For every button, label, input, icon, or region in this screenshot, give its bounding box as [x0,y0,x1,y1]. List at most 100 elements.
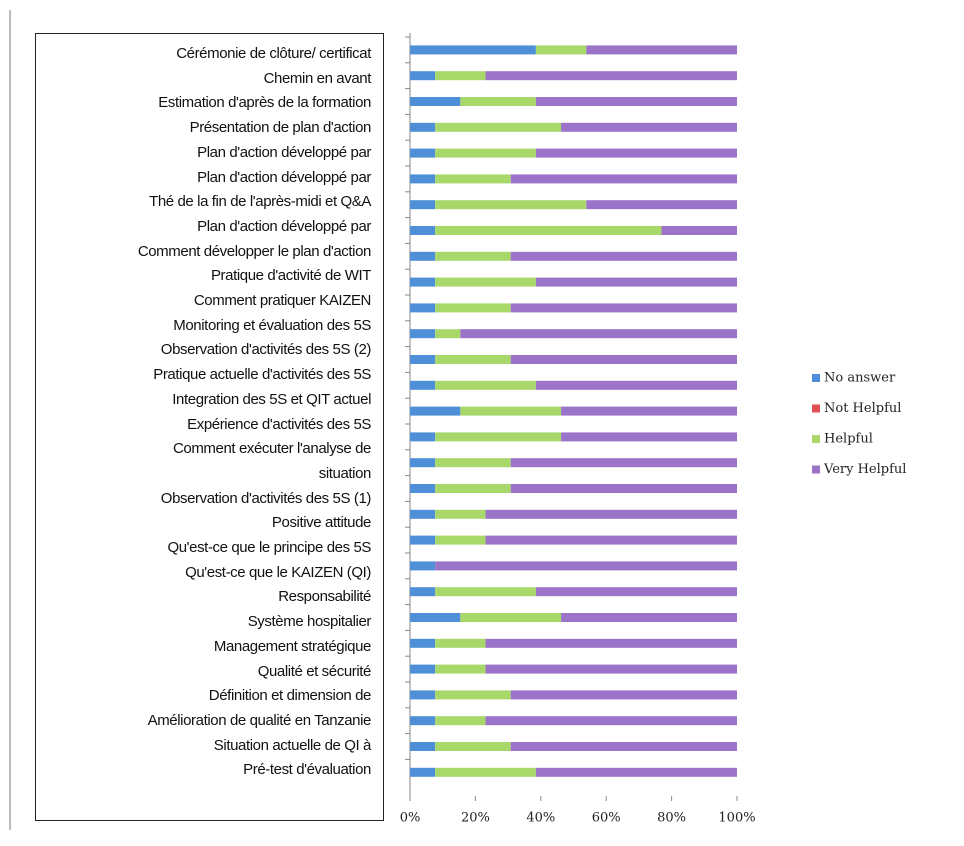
category-label: Management stratégique [213,637,372,655]
bar-segment [586,200,737,210]
category-label: Cérémonie de clôture/ certificat [176,45,371,62]
bar-segment [435,122,562,132]
bar-segment [410,742,436,751]
bar-segment [410,355,436,364]
category-label: Pratique actuelle d'activités des 5S [153,366,371,384]
bar-segment [435,509,486,519]
bar-segment [410,71,436,81]
x-tick-label: 40% [526,811,555,826]
category-label: Comment développer le plan d'action [137,242,372,260]
bar-segment [435,767,536,777]
bar-segment [510,458,737,468]
category-label: Présentation de plan d'action [189,119,372,137]
category-label: Comment pratiquer KAIZEN [193,292,372,310]
category-label: Chemin en avant [263,69,372,87]
x-tick-label: 100% [718,811,755,826]
bar-segment [435,329,461,339]
bar-segment [435,148,536,158]
bar-segment [435,690,511,700]
bar-segment [410,277,436,287]
bar-segment [410,587,436,597]
bar-segment [485,535,737,545]
category-label: Comment exécuter l'analyse de situation [172,440,371,482]
bar-segment [410,638,436,648]
bar-segment [435,251,511,261]
category-label: Estimation d'après de la formation [158,94,371,112]
x-tick-label: 60% [592,811,621,826]
category-label: Plan d'action développé par [197,168,371,186]
bar-segment [435,587,536,597]
bar-segment [410,535,436,545]
bar-segment [435,716,486,726]
bar-segment [410,251,436,261]
bar-segment [410,406,461,416]
bar-segment [510,251,737,261]
legend-label: Not Helpful [824,401,901,416]
bar-segment [510,484,737,493]
bar-segment [435,432,562,442]
bar-segment [410,226,436,235]
category-label: Plan d'action développé par [197,217,371,235]
bar-segment [435,535,486,545]
bar-segment [435,71,486,81]
bar-segment [410,122,436,132]
bar-segment [410,664,436,674]
bar-segment [410,484,436,493]
category-label: Monitoring et évaluation des 5S [173,316,371,334]
bar-segment [435,638,486,648]
category-label: Qu'est-ce que le KAIZEN (QI) [185,563,371,581]
bar-segment [435,174,511,184]
bar-segment [460,97,536,106]
bar-segment [561,122,737,132]
bar-segment [661,226,737,235]
bar-segment [485,638,737,648]
category-label: Thé de la fin de l'après-midi et Q&A [149,193,371,211]
bar-segment [435,200,587,210]
bar-segment [535,45,587,55]
bar-segment [410,45,536,55]
bar-segment [561,613,737,622]
category-label: Positive attitude [271,514,371,532]
category-label: Définition et dimension de [208,687,372,705]
bar-segment [435,380,536,390]
bar-segment [435,277,536,287]
bar-segment [485,716,737,726]
bar-segment [410,458,436,468]
x-tick-label: 0% [400,811,421,826]
bar-segment [410,432,436,442]
category-label: Qualité et sécurité [257,662,372,680]
bar-segment [535,148,737,158]
bar-segment [510,303,737,313]
category-label: Situation actuelle de QI à [213,736,372,754]
bar-segment [435,484,511,493]
legend-swatch [812,465,820,474]
category-label: Observation d'activités des 5S (2) [160,341,372,359]
bar-segment [535,380,737,390]
bar-segment [435,742,511,751]
x-tick-label: 80% [657,811,686,826]
bar-segment [435,561,737,571]
legend-swatch [812,435,820,443]
bar-segment [485,509,737,519]
category-label-box: Cérémonie de clôture/ certificat Chemin e… [35,33,384,821]
bar-segment [485,664,737,674]
category-label: Pré-test d'évaluation [243,761,371,779]
bar-segment [410,716,436,726]
bar-segment [435,664,486,674]
bar-segment [510,742,737,751]
bar-segment [535,587,737,597]
legend-label: No answer [824,371,896,386]
bar-segment [435,303,511,313]
category-label: Pratique d'activité de WIT [210,267,371,285]
category-label: Expérience d'activités des 5S [187,415,371,433]
bar-segment [435,458,511,468]
bar-segment [485,71,737,81]
bar-segment [410,97,461,106]
bar-segment [410,303,436,313]
bar-segment [410,174,436,184]
bar-segment [561,432,737,442]
bar-segment [510,690,737,700]
bar-segment [410,329,436,339]
bar-segment [410,148,436,158]
bar-segment [410,380,436,390]
